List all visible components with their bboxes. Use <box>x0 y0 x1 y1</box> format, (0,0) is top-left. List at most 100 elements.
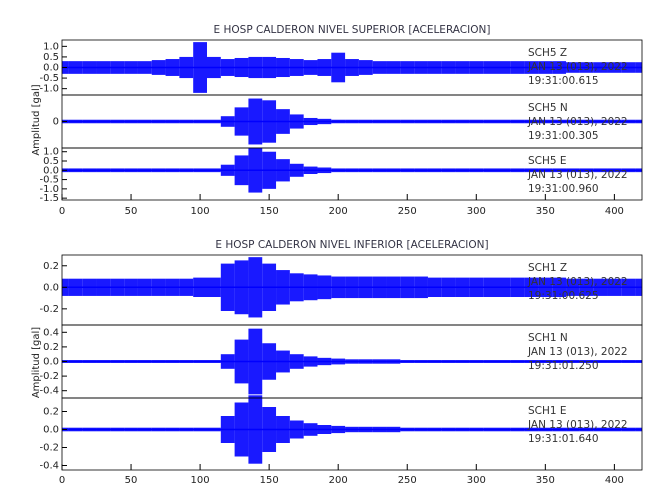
amplitude-envelope <box>68 61 83 74</box>
amplitude-envelope <box>400 119 415 124</box>
amplitude-envelope <box>607 119 622 124</box>
amplitude-envelope <box>124 360 138 363</box>
y-tick-label: -0.2 <box>39 443 59 454</box>
amplitude-envelope <box>427 277 442 297</box>
amplitude-envelope <box>303 423 318 436</box>
y-tick-label: 0.0 <box>43 165 59 176</box>
y-tick-label: 0 <box>53 117 59 128</box>
amplitude-envelope <box>289 273 304 302</box>
amplitude-envelope <box>510 427 525 432</box>
amplitude-envelope <box>151 427 166 432</box>
x-tick-label: 400 <box>605 206 624 217</box>
amplitude-envelope <box>566 62 580 73</box>
amplitude-envelope <box>262 407 277 452</box>
trace-annotation: SCH5 N <box>528 102 568 114</box>
amplitude-envelope <box>289 354 304 369</box>
amplitude-envelope <box>220 416 235 443</box>
amplitude-envelope <box>358 276 373 299</box>
amplitude-envelope <box>538 360 553 363</box>
amplitude-envelope <box>276 350 290 373</box>
y-tick-label: 0.2 <box>43 342 59 353</box>
x-tick-label: 100 <box>191 475 210 486</box>
x-tick-label: 50 <box>125 206 138 217</box>
x-tick-label: 100 <box>191 206 210 217</box>
x-tick-label: 250 <box>398 206 417 217</box>
amplitude-envelope <box>441 427 456 432</box>
amplitude-envelope <box>621 119 636 124</box>
amplitude-envelope <box>607 62 622 73</box>
trace-annotation: SCH1 E <box>528 405 567 417</box>
amplitude-envelope <box>151 60 166 75</box>
amplitude-envelope <box>483 360 497 363</box>
y-tick-label: -0.4 <box>39 386 59 397</box>
y-tick-label: -0.4 <box>39 461 59 472</box>
amplitude-envelope <box>593 278 608 296</box>
amplitude-envelope <box>358 168 373 173</box>
amplitude-envelope <box>82 168 97 173</box>
amplitude-envelope <box>552 119 567 124</box>
amplitude-envelope <box>358 119 373 124</box>
amplitude-envelope <box>414 119 428 124</box>
amplitude-envelope <box>469 277 484 297</box>
y-tick-label: 0.0 <box>43 357 59 368</box>
y-tick-label: -1.0 <box>39 84 59 95</box>
amplitude-envelope <box>96 278 111 296</box>
amplitude-envelope <box>607 427 622 432</box>
amplitude-envelope <box>220 263 235 311</box>
amplitude-envelope <box>179 360 194 363</box>
trace-annotation: SCH1 Z <box>528 262 567 274</box>
amplitude-envelope <box>593 360 608 363</box>
amplitude-envelope <box>207 360 221 363</box>
amplitude-envelope <box>207 56 221 79</box>
amplitude-envelope <box>427 61 442 74</box>
amplitude-envelope <box>248 395 263 464</box>
trace-annotation: JAN 13 (013), 2022 <box>527 61 628 73</box>
amplitude-envelope <box>579 168 594 173</box>
amplitude-envelope <box>414 168 428 173</box>
amplitude-envelope <box>193 168 207 173</box>
amplitude-envelope <box>68 360 83 363</box>
amplitude-envelope <box>497 168 511 173</box>
amplitude-envelope <box>524 61 539 74</box>
x-tick-label: 200 <box>329 475 348 486</box>
amplitude-envelope <box>386 168 401 173</box>
amplitude-envelope <box>510 168 525 173</box>
amplitude-envelope <box>82 119 97 124</box>
x-tick-label: 400 <box>605 475 624 486</box>
amplitude-envelope <box>358 426 373 433</box>
amplitude-envelope <box>635 168 642 173</box>
trace-annotation: JAN 13 (013), 2022 <box>527 419 628 431</box>
amplitude-envelope <box>262 100 277 143</box>
amplitude-envelope <box>220 354 235 369</box>
amplitude-envelope <box>538 119 553 124</box>
amplitude-envelope <box>524 427 539 432</box>
amplitude-envelope <box>110 360 125 363</box>
amplitude-envelope <box>372 276 387 299</box>
trace-annotation: 19:31:00.625 <box>528 290 599 302</box>
amplitude-envelope <box>179 119 194 124</box>
amplitude-envelope <box>234 155 249 186</box>
amplitude-envelope <box>124 61 138 74</box>
amplitude-envelope <box>96 427 111 432</box>
amplitude-envelope <box>179 56 194 79</box>
amplitude-envelope <box>607 278 622 296</box>
amplitude-envelope <box>207 119 221 124</box>
amplitude-envelope <box>262 263 277 311</box>
y-tick-label: -0.2 <box>39 371 59 382</box>
amplitude-envelope <box>137 168 152 173</box>
x-tick-label: 150 <box>260 475 279 486</box>
amplitude-envelope <box>331 425 346 434</box>
amplitude-envelope <box>317 59 332 76</box>
amplitude-envelope <box>635 360 642 363</box>
amplitude-envelope <box>151 119 166 124</box>
amplitude-envelope <box>207 168 221 173</box>
amplitude-envelope <box>372 168 387 173</box>
amplitude-envelope <box>483 427 497 432</box>
amplitude-envelope <box>593 62 608 73</box>
amplitude-envelope <box>607 360 622 363</box>
amplitude-envelope <box>538 168 553 173</box>
amplitude-envelope <box>110 278 125 296</box>
amplitude-envelope <box>137 278 152 296</box>
amplitude-envelope <box>635 427 642 432</box>
amplitude-envelope <box>400 360 415 363</box>
